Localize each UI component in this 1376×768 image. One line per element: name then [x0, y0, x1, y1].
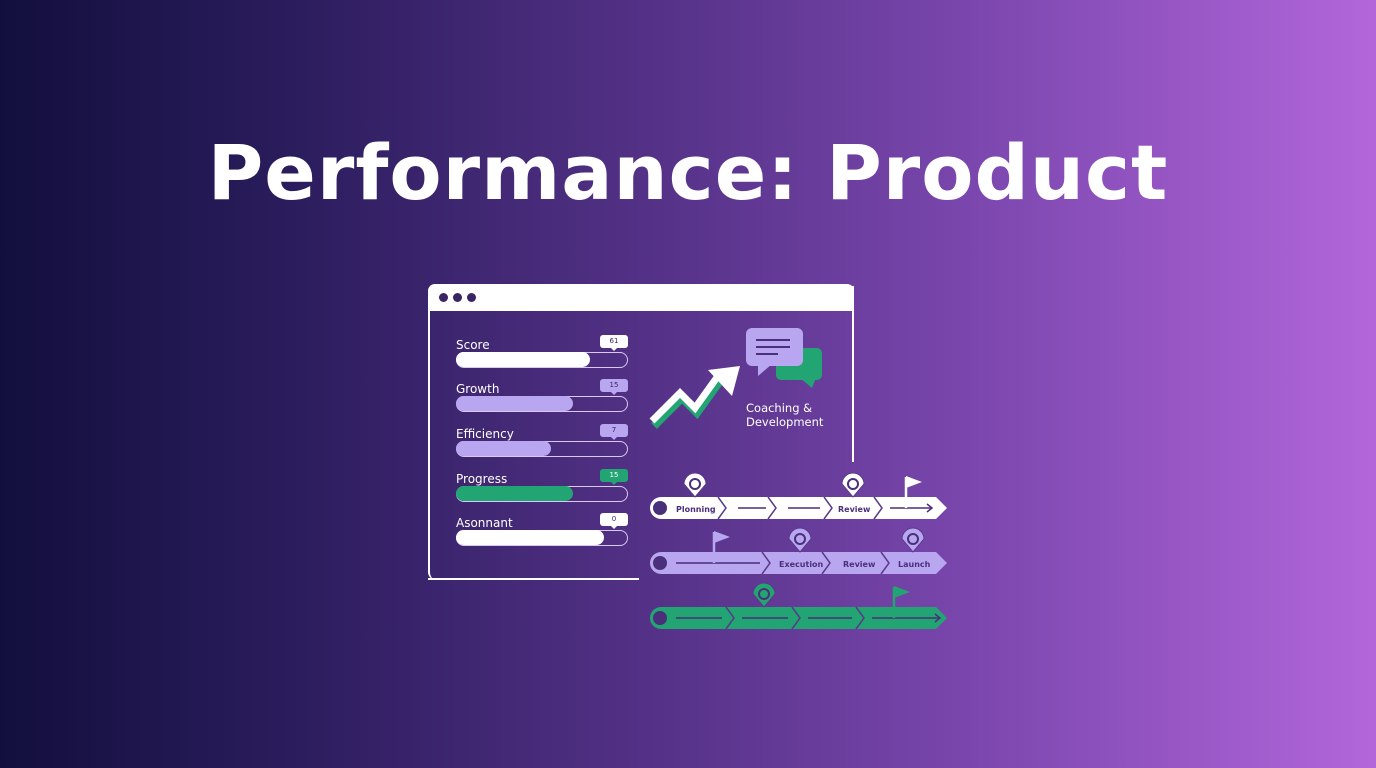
metric-progress-bar [456, 530, 628, 546]
timeline-label-review: Review [838, 505, 871, 514]
page-title: Performance: Product [207, 128, 1169, 217]
coaching-line1: Coaching & [746, 401, 813, 415]
metric-badge: 7 [600, 424, 628, 440]
rocket-icon-glyph [907, 533, 919, 545]
metric-progress-fill [456, 486, 573, 501]
dashboard-window: Score 61 Growth 15 Efficiency 7 Progress… [428, 284, 854, 580]
metric-badge: 0 [600, 513, 628, 529]
metric-progress-fill [456, 530, 604, 545]
window-dot [439, 293, 448, 302]
timeline-chevron [767, 496, 777, 520]
coaching-line2: Development [746, 415, 824, 429]
metric-badge: 15 [600, 469, 628, 485]
window-title-bar [428, 284, 854, 311]
gear-icon [683, 472, 707, 498]
metric-progress-fill [456, 396, 573, 411]
target-icon [788, 527, 812, 553]
timeline-row-2 [650, 552, 947, 574]
metric-progress-bar [456, 352, 628, 368]
clock-icon [841, 472, 865, 498]
metric-progress-fill [456, 441, 551, 456]
timeline-arrow-head-icon [926, 503, 934, 513]
metric-progress-bar [456, 441, 628, 457]
timeline-chevron [880, 551, 890, 575]
timeline-start-dot [653, 501, 667, 515]
timeline-label-launch: Launch [898, 560, 931, 569]
timeline-chevron [761, 551, 771, 575]
metric-badge: 15 [600, 379, 628, 395]
target-icon-glyph [794, 533, 806, 545]
timeline-chevron [717, 496, 727, 520]
metric-label: Progress [456, 472, 508, 486]
timeline-start-dot [653, 611, 667, 625]
timeline-label-execution: Execution [779, 560, 824, 569]
window-dot [453, 293, 462, 302]
flag-icon [894, 586, 910, 598]
bulb-icon-glyph [758, 588, 770, 600]
gear-icon-glyph [689, 478, 701, 490]
metric-progress-bar [456, 486, 628, 502]
clock-icon-glyph [847, 478, 859, 490]
trend-arrow-icon [649, 366, 740, 429]
timeline-label-review-2: Review [843, 560, 876, 569]
timeline-start-dot [653, 556, 667, 570]
rocket-icon [901, 527, 925, 553]
timeline-arrow-head-icon [934, 613, 942, 623]
timeline-label-planning: Plonning [676, 505, 716, 514]
window-dot [467, 293, 476, 302]
flag-icon [906, 476, 922, 488]
metric-label: Score [456, 338, 490, 352]
metric-progress-bar [456, 396, 628, 412]
flag-icon [714, 531, 730, 543]
timeline-row-3 [650, 607, 947, 629]
metric-badge: 61 [600, 335, 628, 351]
timeline-chevron [823, 496, 833, 520]
metric-label: Growth [456, 382, 500, 396]
timeline-chevron [725, 606, 735, 630]
chat-icon [746, 328, 822, 388]
timeline-chevron [821, 551, 831, 575]
metric-progress-fill [456, 352, 591, 367]
timeline-chevron [791, 606, 801, 630]
metric-label: Asonnant [456, 516, 513, 530]
coaching-label: Coaching & Development [746, 401, 823, 429]
timeline-chevron [873, 496, 883, 520]
timeline-chevron [855, 606, 865, 630]
metric-label: Efficiency [456, 427, 514, 441]
bulb-icon [752, 582, 776, 608]
